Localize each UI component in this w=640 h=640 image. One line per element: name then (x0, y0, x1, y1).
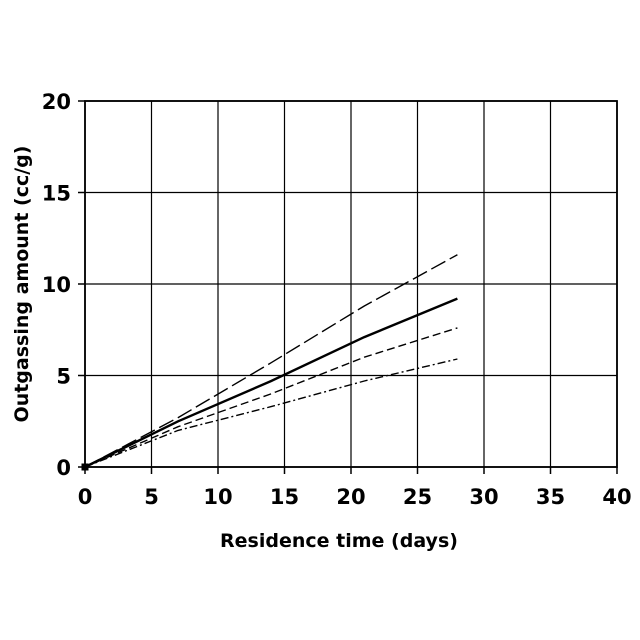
series-line-0 (85, 255, 457, 467)
x-tick-label-0: 0 (78, 485, 93, 509)
y-axis-title: Outgassing amount (cc/g) (11, 146, 33, 423)
y-tick-label-3: 15 (42, 182, 71, 206)
grid (85, 101, 617, 467)
x-tick-label-4: 20 (336, 485, 365, 509)
x-tick-label-1: 5 (144, 485, 159, 509)
y-tick-label-0: 0 (56, 456, 71, 480)
x-tick-label-6: 30 (469, 485, 498, 509)
y-tick-label-2: 10 (42, 273, 71, 297)
x-tick-label-2: 10 (203, 485, 232, 509)
x-axis-title: Residence time (days) (220, 530, 458, 552)
series-line-1 (85, 299, 457, 467)
x-tick-label-3: 15 (270, 485, 299, 509)
axes: 0 5 10 15 20 25 30 35 40 0 5 10 15 20 (42, 90, 632, 509)
x-tick-label-8: 40 (602, 485, 631, 509)
x-tick-label-7: 35 (536, 485, 565, 509)
y-tick-label-1: 5 (56, 365, 71, 389)
series-group (82, 255, 458, 471)
series-line-2 (85, 328, 457, 467)
y-tick-label-4: 20 (42, 90, 71, 114)
x-tick-label-5: 25 (403, 485, 432, 509)
